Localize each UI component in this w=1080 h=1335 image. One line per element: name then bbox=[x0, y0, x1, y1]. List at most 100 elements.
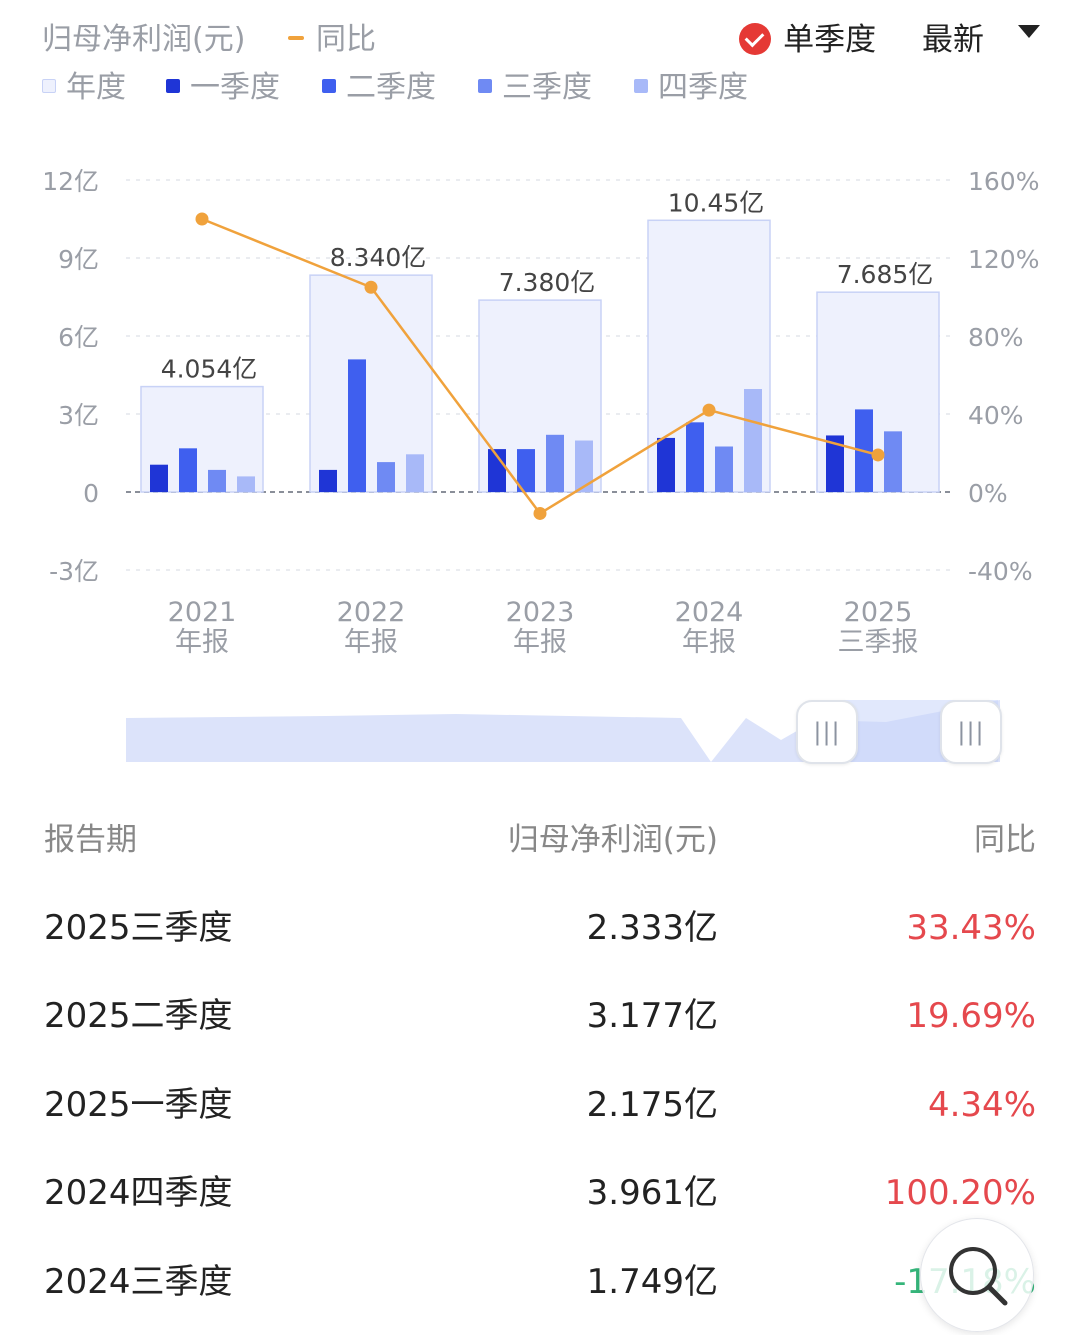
x-axis-period-label: 年报 bbox=[344, 627, 398, 658]
x-axis-period-label: 年报 bbox=[682, 627, 736, 658]
q4-swatch-icon bbox=[634, 78, 648, 93]
left-axis-tick-label: -3亿 bbox=[49, 557, 99, 586]
header-value: 归母净利润(元) bbox=[507, 822, 718, 858]
slider-left-handle[interactable]: ||| bbox=[796, 700, 858, 764]
legend-metric-title: 归母净利润(元) bbox=[42, 22, 246, 57]
legend-item-q2[interactable]: 二季度 bbox=[322, 66, 436, 110]
slider-preview bbox=[126, 700, 1000, 762]
quarter-bar bbox=[657, 437, 675, 492]
table-row[interactable]: 2025三季度 2.333亿 33.43% bbox=[44, 898, 1036, 958]
left-axis-tick-label: 6亿 bbox=[58, 323, 99, 352]
row-period: 2025一季度 bbox=[44, 1085, 233, 1125]
legend-series: 年度 一季度 二季度 三季度 四季度 bbox=[42, 66, 842, 110]
magnifier-icon bbox=[949, 1247, 1008, 1306]
left-axis-tick-label: 0 bbox=[83, 479, 99, 508]
row-value: 1.749亿 bbox=[586, 1262, 718, 1302]
quarter-bar bbox=[517, 449, 535, 492]
x-axis-year-label: 2022 bbox=[337, 597, 406, 628]
legend-item-label: 四季度 bbox=[658, 70, 748, 105]
quarter-bar bbox=[208, 469, 226, 492]
row-yoy: 4.34% bbox=[927, 1085, 1036, 1125]
quarter-bar bbox=[150, 464, 168, 492]
table-row[interactable]: 2024三季度 1.749亿 -17.18% bbox=[44, 1252, 1036, 1312]
right-axis-tick-label: 80% bbox=[968, 323, 1024, 352]
period-select-label: 最新 bbox=[922, 22, 984, 58]
row-value: 2.175亿 bbox=[586, 1085, 718, 1125]
row-yoy: 19.69% bbox=[906, 996, 1036, 1036]
header-yoy: 同比 bbox=[974, 822, 1036, 858]
quarter-bar bbox=[348, 359, 366, 492]
legend-item-q4[interactable]: 四季度 bbox=[634, 66, 748, 110]
right-axis-tick-label: 160% bbox=[968, 167, 1039, 196]
quarter-bar bbox=[575, 440, 593, 492]
left-axis-tick-label: 12亿 bbox=[42, 167, 99, 196]
quarter-bar bbox=[406, 454, 424, 492]
right-axis-tick-label: 0% bbox=[968, 479, 1008, 508]
right-axis-tick-label: 40% bbox=[968, 401, 1024, 430]
quarter-bar bbox=[319, 469, 337, 492]
row-value: 3.961亿 bbox=[586, 1173, 718, 1213]
zoom-button[interactable] bbox=[920, 1218, 1034, 1332]
line-swatch-icon bbox=[288, 35, 304, 40]
legend-item-q1[interactable]: 一季度 bbox=[166, 66, 280, 110]
table-row[interactable]: 2025一季度 2.175亿 4.34% bbox=[44, 1075, 1036, 1135]
x-axis-year-label: 2023 bbox=[506, 597, 575, 628]
range-slider[interactable]: ||| ||| bbox=[126, 700, 1002, 766]
q3-swatch-icon bbox=[478, 78, 492, 93]
legend-item-q3[interactable]: 三季度 bbox=[478, 66, 592, 110]
left-axis-tick-label: 3亿 bbox=[58, 401, 99, 430]
legend-item-label: 三季度 bbox=[502, 70, 592, 105]
quarter-bar bbox=[744, 389, 762, 492]
quarter-bar bbox=[884, 431, 902, 492]
view-controls: 单季度 最新 bbox=[739, 18, 1040, 62]
header-period: 报告期 bbox=[44, 822, 137, 858]
legend-yoy[interactable]: 同比 bbox=[288, 18, 376, 62]
annual-swatch-icon bbox=[42, 78, 56, 93]
quarter-bar bbox=[237, 476, 255, 492]
legend-yoy-label: 同比 bbox=[316, 22, 376, 57]
legend-item-annual[interactable]: 年度 bbox=[42, 66, 126, 110]
annual-data-label: 4.054亿 bbox=[161, 355, 258, 384]
row-period: 2025二季度 bbox=[44, 996, 233, 1036]
q2-swatch-icon bbox=[322, 78, 336, 93]
quarter-bar bbox=[377, 462, 395, 492]
row-yoy: 33.43% bbox=[906, 908, 1036, 948]
row-period: 2025三季度 bbox=[44, 908, 233, 948]
quarter-bar bbox=[488, 449, 506, 492]
slider-right-handle[interactable]: ||| bbox=[940, 700, 1002, 764]
x-axis-year-label: 2025 bbox=[844, 597, 913, 628]
legend-item-label: 年度 bbox=[66, 70, 126, 105]
yoy-point bbox=[195, 212, 209, 226]
single-quarter-label: 单季度 bbox=[783, 22, 877, 58]
annual-data-label: 8.340亿 bbox=[330, 243, 427, 272]
x-axis-period-label: 年报 bbox=[175, 627, 229, 658]
chevron-down-icon bbox=[1018, 25, 1040, 38]
table-row[interactable]: 2024四季度 3.961亿 100.20% bbox=[44, 1163, 1036, 1223]
quarter-bar bbox=[686, 422, 704, 492]
quarter-bar bbox=[826, 435, 844, 492]
profit-chart: 12亿 9亿 6亿 3亿 0 -3亿 160% 120% 80% 40% 0% -40% 4.054亿 8… bbox=[42, 167, 1039, 658]
table-header: 报告期 归母净利润(元) 同比 bbox=[44, 812, 1036, 868]
x-axis-year-label: 2024 bbox=[675, 597, 744, 628]
right-axis-tick-label: 120% bbox=[968, 245, 1039, 274]
legend-item-label: 二季度 bbox=[346, 70, 436, 105]
annual-data-label: 7.380亿 bbox=[499, 268, 596, 297]
period-select[interactable]: 最新 bbox=[922, 22, 1040, 58]
yoy-point bbox=[871, 448, 885, 462]
quarter-bar bbox=[179, 448, 197, 492]
legend-top: 归母净利润(元) 同比 bbox=[42, 18, 1042, 62]
x-axis-period-label: 三季报 bbox=[838, 627, 919, 658]
annual-data-label: 7.685亿 bbox=[837, 260, 934, 289]
yoy-point bbox=[533, 506, 547, 520]
check-icon bbox=[739, 22, 772, 55]
yoy-point bbox=[702, 403, 716, 417]
table-row[interactable]: 2025二季度 3.177亿 19.69% bbox=[44, 986, 1036, 1046]
legend-item-label: 一季度 bbox=[190, 70, 280, 105]
left-axis-tick-label: 9亿 bbox=[58, 245, 99, 274]
single-quarter-toggle[interactable]: 单季度 bbox=[739, 22, 876, 58]
row-value: 3.177亿 bbox=[586, 996, 718, 1036]
row-period: 2024三季度 bbox=[44, 1262, 233, 1302]
annual-data-label: 10.45亿 bbox=[668, 188, 765, 217]
row-value: 2.333亿 bbox=[586, 908, 718, 948]
quarter-bar bbox=[715, 446, 733, 492]
